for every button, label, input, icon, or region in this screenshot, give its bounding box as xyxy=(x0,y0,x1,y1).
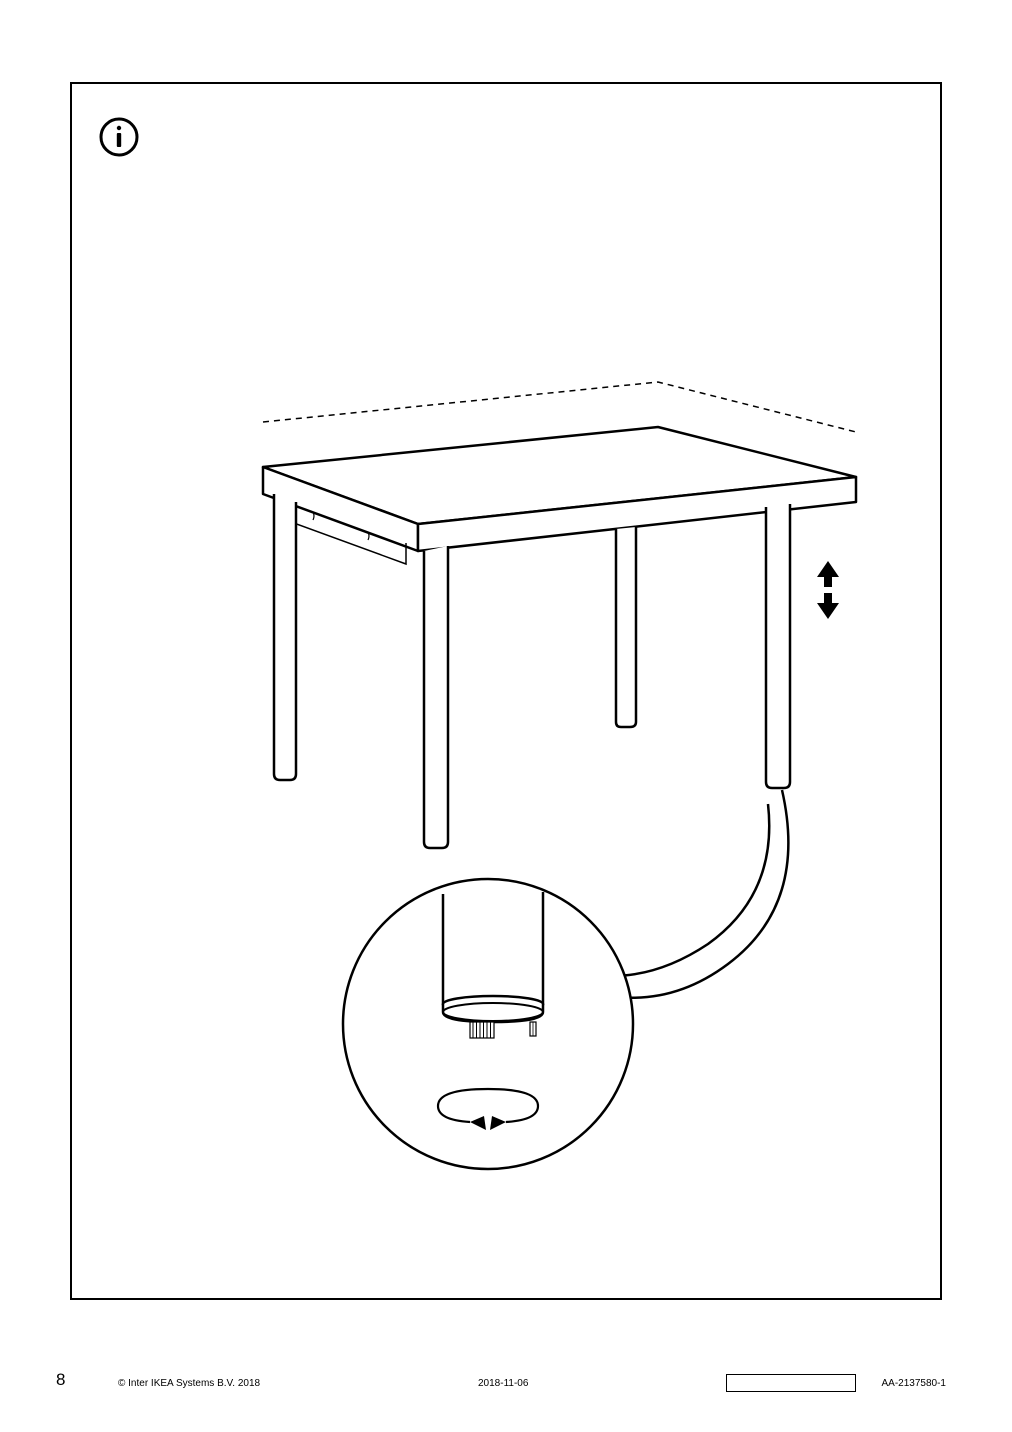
assembly-diagram xyxy=(168,374,868,1194)
page-footer: 8 © Inter IKEA Systems B.V. 2018 2018-11… xyxy=(0,1360,1012,1390)
page-frame xyxy=(70,82,942,1300)
info-icon xyxy=(98,116,140,163)
date-text: 2018-11-06 xyxy=(478,1378,528,1389)
document-id: AA-2137580-1 xyxy=(882,1378,947,1389)
footer-box xyxy=(726,1374,856,1392)
copyright-text: © Inter IKEA Systems B.V. 2018 xyxy=(118,1378,260,1389)
page-number: 8 xyxy=(56,1370,65,1390)
